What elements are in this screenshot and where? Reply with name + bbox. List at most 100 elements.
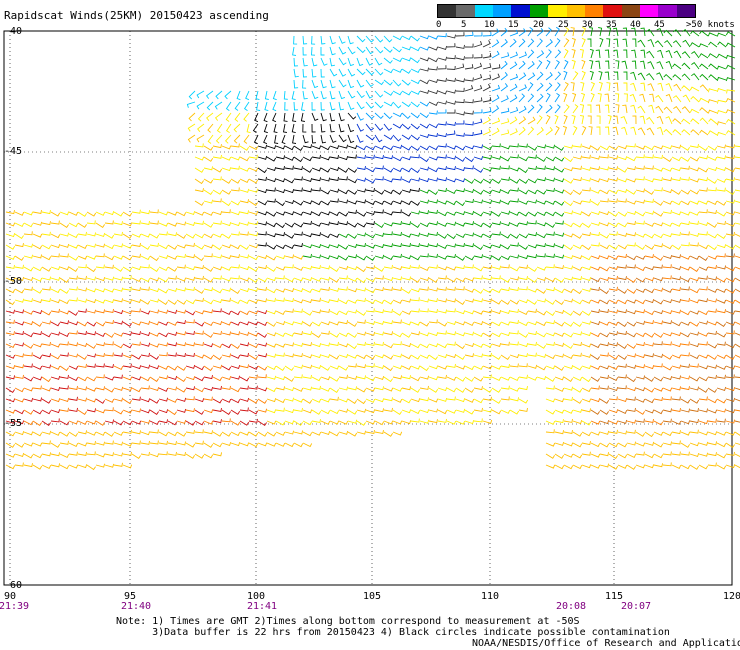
wind-barb bbox=[464, 331, 475, 336]
wind-barb bbox=[689, 429, 699, 434]
wind-barb bbox=[401, 68, 411, 74]
wind-barb bbox=[59, 243, 70, 248]
wind-barb bbox=[32, 288, 43, 294]
wind-barb bbox=[599, 211, 610, 216]
wind-barb bbox=[509, 73, 519, 81]
wind-barb bbox=[617, 288, 627, 294]
wind-barb bbox=[284, 264, 294, 269]
wind-barb bbox=[230, 222, 241, 227]
wind-barb bbox=[599, 409, 609, 415]
wind-barb bbox=[653, 310, 664, 315]
wind-barb bbox=[581, 398, 592, 403]
wind-barb bbox=[689, 464, 699, 470]
wind-barb bbox=[680, 352, 690, 357]
wind-barb bbox=[572, 352, 582, 357]
wind-barb bbox=[428, 66, 438, 71]
wind-barb bbox=[86, 408, 97, 413]
wind-barb bbox=[473, 332, 484, 338]
wind-barb bbox=[681, 51, 691, 59]
wind-barb bbox=[149, 420, 160, 426]
wind-barb bbox=[590, 178, 601, 183]
wind-barb bbox=[149, 398, 160, 404]
wind-barb bbox=[410, 134, 420, 141]
wind-barb bbox=[617, 232, 628, 237]
wind-barb bbox=[518, 116, 527, 125]
wind-barb bbox=[473, 118, 483, 125]
wind-barb bbox=[599, 398, 610, 404]
wind-barb bbox=[617, 178, 628, 183]
wind-barb bbox=[491, 178, 501, 184]
wind-barb bbox=[509, 266, 520, 272]
wind-barb bbox=[365, 200, 376, 206]
wind-barb bbox=[50, 321, 61, 327]
wind-barb bbox=[590, 189, 601, 194]
wind-barb bbox=[581, 299, 592, 304]
wind-barb bbox=[640, 82, 646, 92]
wind-barb bbox=[365, 244, 376, 249]
wind-barb bbox=[734, 222, 740, 225]
lon-label-100: 100 bbox=[246, 591, 266, 602]
wind-barb bbox=[302, 409, 313, 414]
wind-barb bbox=[464, 165, 474, 170]
wind-barb bbox=[446, 43, 456, 48]
wind-barb bbox=[284, 409, 295, 414]
wind-barb bbox=[86, 266, 96, 273]
wind-barb bbox=[699, 84, 709, 92]
wind-barb bbox=[527, 299, 537, 305]
wind-barb bbox=[663, 128, 673, 136]
wind-barb bbox=[581, 154, 591, 159]
wind-barb bbox=[716, 121, 727, 126]
wind-barb bbox=[590, 286, 600, 291]
wind-barb bbox=[275, 211, 286, 216]
wind-barb bbox=[113, 343, 124, 349]
wind-barb bbox=[626, 441, 637, 446]
wind-barb bbox=[50, 276, 61, 281]
wind-barb bbox=[230, 264, 240, 269]
wind-barb bbox=[266, 266, 276, 272]
wind-barb bbox=[230, 254, 240, 259]
wind-barb bbox=[320, 177, 331, 182]
wind-barb bbox=[554, 309, 565, 314]
wind-barb bbox=[644, 431, 654, 438]
wind-barb bbox=[437, 121, 447, 126]
wind-barb bbox=[14, 420, 25, 425]
wind-barb bbox=[113, 298, 124, 303]
wind-barb bbox=[509, 116, 518, 125]
wind-barb bbox=[608, 155, 619, 160]
wind-barb bbox=[455, 222, 466, 227]
wind-barb bbox=[122, 354, 133, 359]
wind-barb bbox=[617, 156, 628, 161]
wind-barb bbox=[104, 264, 114, 269]
wind-barb bbox=[716, 299, 727, 304]
wind-barb bbox=[734, 310, 740, 313]
wind-barb bbox=[266, 420, 277, 425]
wind-barb bbox=[365, 288, 376, 294]
wind-barb bbox=[473, 407, 483, 412]
wind-barb bbox=[455, 63, 465, 70]
wind-barb bbox=[203, 233, 214, 239]
wind-barb bbox=[644, 210, 655, 215]
wind-barb bbox=[437, 187, 447, 193]
wind-barb bbox=[662, 177, 673, 182]
wind-barb bbox=[716, 332, 727, 338]
wind-barb bbox=[50, 418, 60, 423]
wind-barb bbox=[401, 101, 411, 108]
wind-barb bbox=[158, 222, 169, 227]
wind-barb bbox=[599, 442, 610, 448]
wind-barb bbox=[50, 331, 61, 336]
wind-barb bbox=[673, 105, 682, 114]
wind-barb bbox=[149, 255, 159, 262]
wind-barb bbox=[383, 331, 394, 336]
wind-barb bbox=[176, 253, 186, 258]
wind-barb bbox=[77, 430, 88, 435]
wind-barb bbox=[266, 244, 277, 250]
wind-barb bbox=[176, 309, 187, 314]
wind-barb bbox=[95, 264, 105, 269]
wind-barb bbox=[50, 233, 61, 239]
wind-barb bbox=[392, 176, 402, 181]
wind-barb bbox=[104, 419, 115, 424]
wind-barb bbox=[5, 222, 16, 227]
wind-barb bbox=[203, 222, 214, 228]
wind-barb bbox=[536, 375, 547, 380]
